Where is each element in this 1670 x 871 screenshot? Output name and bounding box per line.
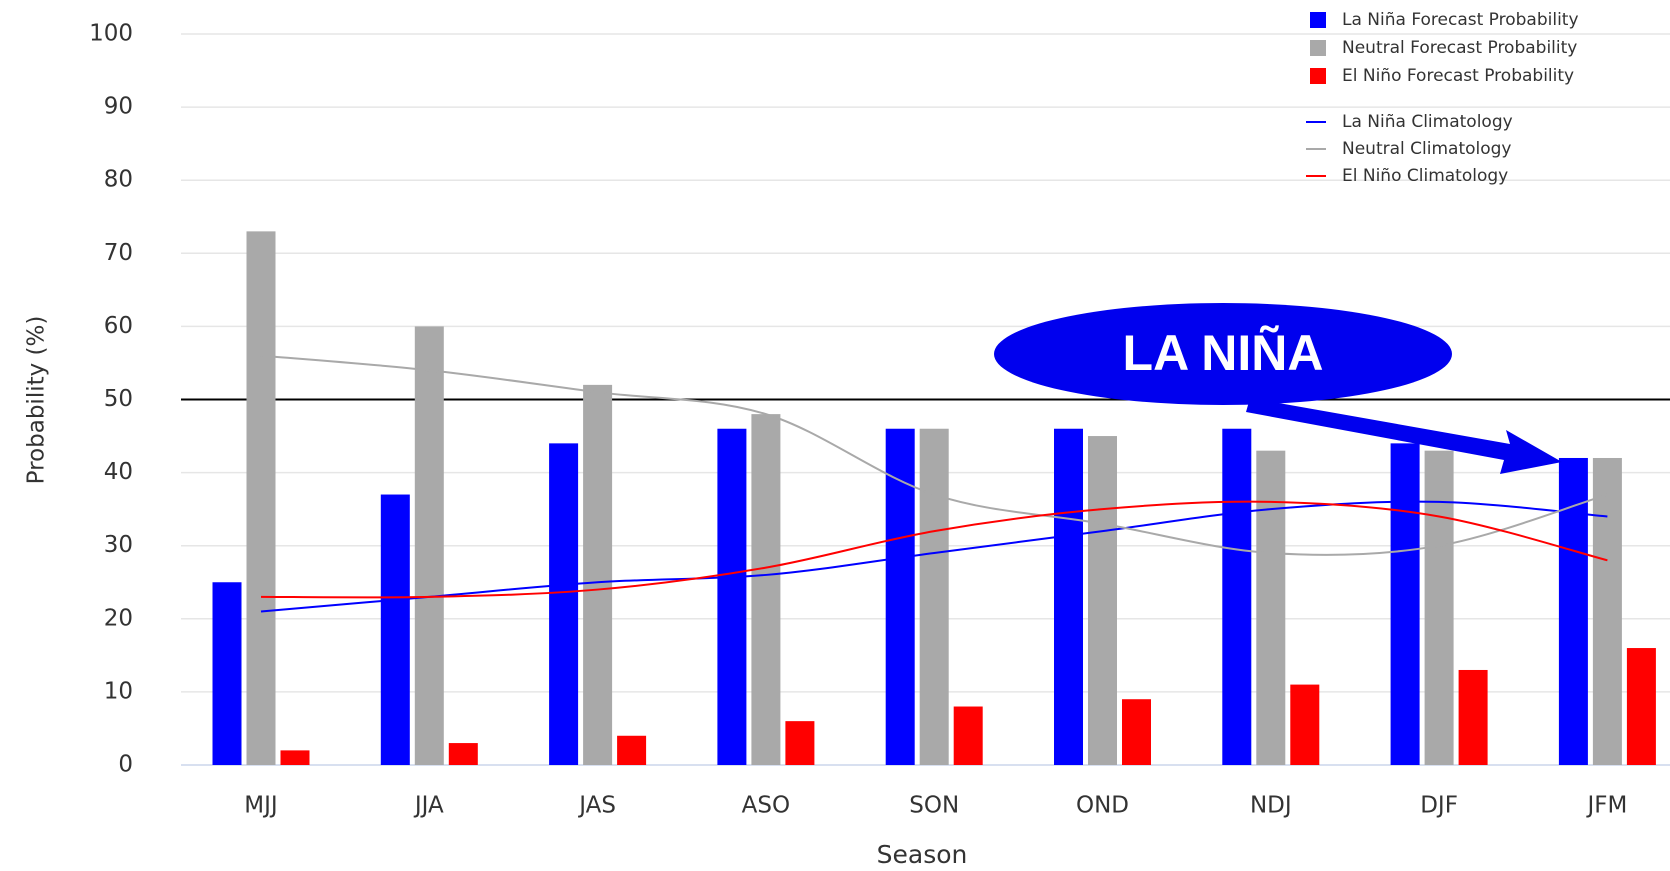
legend-label: La Niña Forecast Probability — [1342, 10, 1579, 30]
legend-swatch — [1310, 68, 1326, 84]
bar — [1122, 699, 1151, 765]
bar — [1592, 457, 1622, 765]
bar — [1256, 450, 1286, 765]
x-tick-label: JJA — [413, 793, 444, 819]
x-tick-label: MJJ — [244, 793, 277, 819]
y-tick-label: 90 — [104, 94, 133, 120]
climatology-line — [260, 500, 1608, 613]
y-tick-label: 0 — [118, 752, 133, 778]
legend-label: Neutral Climatology — [1342, 139, 1512, 159]
y-tick-label: 70 — [104, 240, 133, 266]
bar — [1626, 648, 1656, 765]
y-tick-label: 40 — [104, 459, 133, 485]
legend-swatch — [1310, 12, 1326, 28]
annotation-arrow — [1246, 398, 1562, 474]
bar — [953, 706, 983, 765]
bar — [1390, 443, 1420, 765]
bar — [448, 743, 478, 765]
bar — [1424, 450, 1454, 765]
legend-label: El Niño Climatology — [1342, 166, 1508, 186]
x-tick-label: JFM — [1585, 793, 1627, 819]
bar — [212, 582, 242, 765]
plot-area: 0 10 20 30 40 50 60 70 80 90 100 MJJ JJA JAS ASO SON OND… — [89, 21, 1670, 819]
climatology-line — [260, 354, 1608, 556]
legend-label: Neutral Forecast Probability — [1342, 38, 1577, 58]
y-tick-label: 20 — [104, 605, 133, 631]
bar — [414, 326, 444, 765]
legend-label: El Niño Forecast Probability — [1342, 66, 1574, 86]
bar — [380, 494, 410, 765]
bar — [885, 428, 915, 765]
y-tick-label: 80 — [104, 167, 133, 193]
bar — [1458, 669, 1488, 765]
annotation-bubble — [994, 303, 1452, 405]
legend-label: La Niña Climatology — [1342, 112, 1513, 132]
x-tick-label: ASO — [742, 793, 790, 819]
bar — [751, 414, 781, 765]
bar — [1088, 436, 1117, 765]
annotation-text: LA NIÑA — [1123, 325, 1324, 381]
bar — [617, 735, 647, 765]
bar — [549, 443, 579, 765]
bar — [1290, 684, 1320, 765]
bar — [280, 750, 310, 765]
bar — [583, 384, 613, 765]
y-tick-label: 10 — [104, 678, 133, 704]
x-tick-label: OND — [1076, 793, 1129, 819]
bar — [919, 428, 949, 765]
y-tick-label: 30 — [104, 532, 133, 558]
bar — [785, 721, 815, 765]
legend-swatch — [1310, 40, 1326, 56]
y-axis-title: Probability (%) — [24, 316, 50, 485]
y-tick-label: 60 — [104, 313, 133, 339]
x-tick-label: SON — [909, 793, 959, 819]
annotation: LA NIÑA — [994, 303, 1562, 474]
x-tick-label: NDJ — [1250, 793, 1292, 819]
y-tick-label: 50 — [104, 386, 133, 412]
y-tick-label: 100 — [89, 21, 133, 47]
bar — [246, 231, 276, 765]
legend: La Niña Forecast Probability Neutral Fore… — [1306, 10, 1579, 186]
x-tick-label: DJF — [1420, 793, 1458, 819]
bar — [1558, 457, 1588, 765]
x-axis-title: Season — [877, 840, 968, 869]
bar — [1054, 428, 1083, 765]
climatology-line — [260, 500, 1608, 599]
bar — [1222, 428, 1252, 765]
bar — [717, 428, 747, 765]
x-tick-label: JAS — [577, 793, 616, 819]
